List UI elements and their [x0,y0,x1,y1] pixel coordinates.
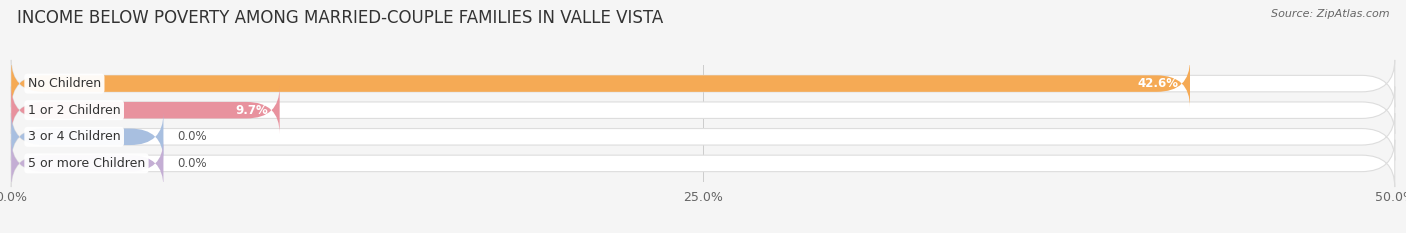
FancyBboxPatch shape [11,140,1395,187]
Text: 42.6%: 42.6% [1137,77,1178,90]
Text: 5 or more Children: 5 or more Children [28,157,145,170]
Text: No Children: No Children [28,77,101,90]
Text: Source: ZipAtlas.com: Source: ZipAtlas.com [1271,9,1389,19]
Text: 3 or 4 Children: 3 or 4 Children [28,130,121,143]
FancyBboxPatch shape [11,60,1395,107]
FancyBboxPatch shape [11,113,1395,161]
Text: 0.0%: 0.0% [177,157,207,170]
FancyBboxPatch shape [11,60,1189,107]
FancyBboxPatch shape [11,86,1395,134]
Text: INCOME BELOW POVERTY AMONG MARRIED-COUPLE FAMILIES IN VALLE VISTA: INCOME BELOW POVERTY AMONG MARRIED-COUPL… [17,9,664,27]
Text: 1 or 2 Children: 1 or 2 Children [28,104,121,117]
FancyBboxPatch shape [11,140,163,187]
Text: 0.0%: 0.0% [177,130,207,143]
Text: 9.7%: 9.7% [236,104,269,117]
FancyBboxPatch shape [11,113,163,161]
FancyBboxPatch shape [11,86,280,134]
